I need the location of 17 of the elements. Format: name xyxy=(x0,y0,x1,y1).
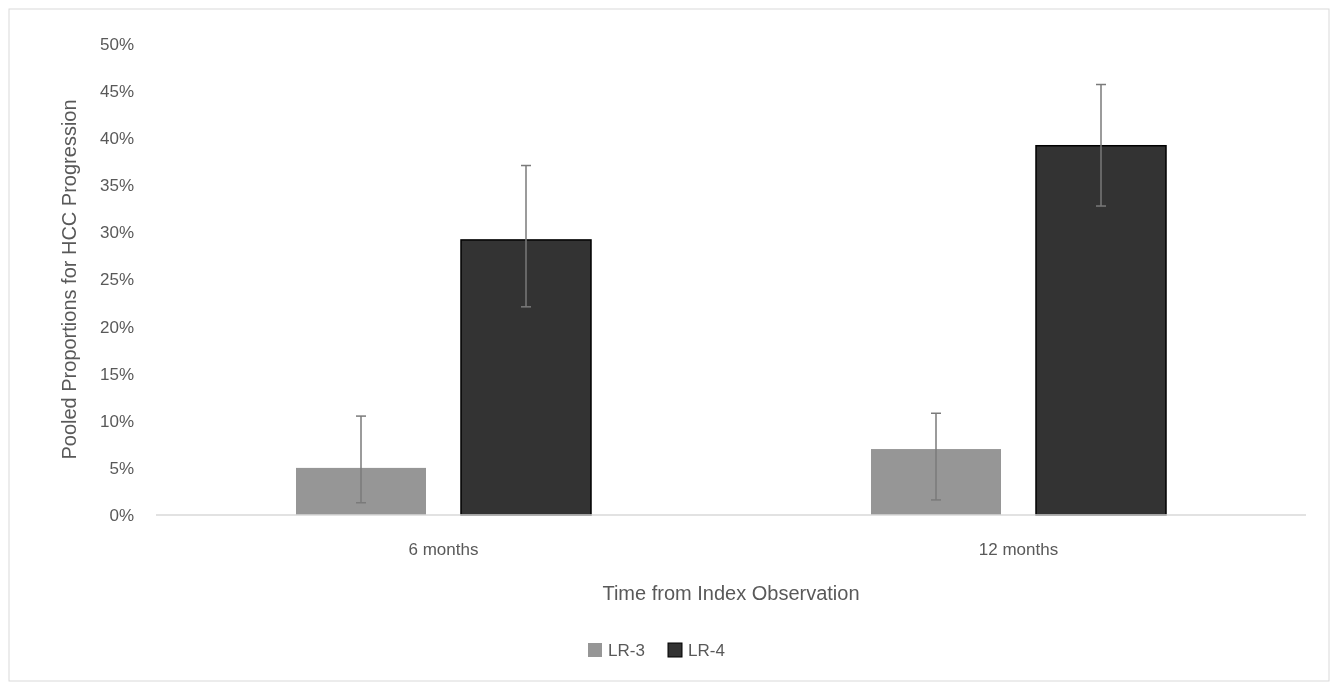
legend-label: LR-3 xyxy=(608,640,645,660)
y-tick-label: 50% xyxy=(99,34,134,54)
x-axis-title: Time from Index Observation xyxy=(602,582,860,604)
y-tick-label: 15% xyxy=(99,364,134,384)
y-axis-title: Pooled Proportions for HCC Progression xyxy=(58,99,80,460)
y-tick-label: 45% xyxy=(99,82,134,102)
y-tick-label: 10% xyxy=(99,411,134,431)
y-tick-label: 0% xyxy=(109,505,134,525)
y-tick-label: 5% xyxy=(109,458,134,478)
x-tick-label: 12 months xyxy=(978,540,1059,559)
y-tick-label: 35% xyxy=(99,176,134,196)
y-tick-label: 40% xyxy=(99,129,134,149)
x-tick-label: 6 months xyxy=(408,540,479,559)
legend-label: LR-4 xyxy=(688,640,725,660)
y-tick-label: 20% xyxy=(99,317,134,337)
y-tick-label: 30% xyxy=(99,223,134,243)
y-tick-label: 25% xyxy=(99,270,134,290)
